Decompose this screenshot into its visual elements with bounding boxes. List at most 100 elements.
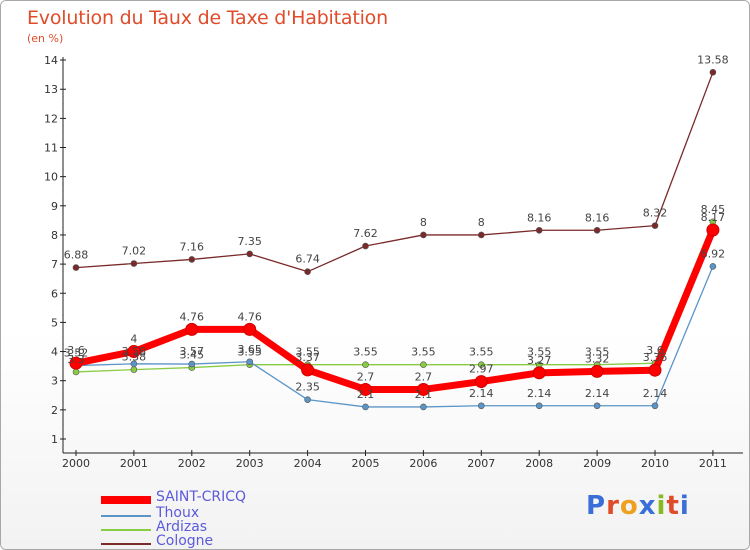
logo-letter: i <box>656 491 667 521</box>
data-label: 4 <box>130 333 137 346</box>
data-label: 8 <box>478 216 485 229</box>
data-label: 8.17 <box>701 211 726 224</box>
y-tick-label: 4 <box>51 346 58 359</box>
legend-label-saint-cricq: SAINT-CRICQ <box>156 489 247 505</box>
data-label: 3.45 <box>180 349 205 362</box>
data-label: 7.02 <box>122 245 147 258</box>
data-point <box>185 322 199 336</box>
legend-swatch-thoux <box>101 515 151 517</box>
legend-swatch-ardizas <box>101 529 151 531</box>
data-point <box>72 368 80 376</box>
data-label: 3.32 <box>585 352 610 365</box>
data-label: 3.55 <box>353 346 378 359</box>
data-point <box>246 358 253 366</box>
data-point <box>304 268 311 275</box>
data-label: 8.16 <box>527 211 552 224</box>
data-label: 3.55 <box>469 346 494 359</box>
x-tick-label: 2008 <box>525 457 553 470</box>
data-label: 2.97 <box>469 363 494 376</box>
data-point <box>420 231 427 239</box>
proxiti-logo: Proxiti <box>586 491 690 521</box>
x-tick-label: 2009 <box>583 457 611 470</box>
y-tick-label: 5 <box>51 316 58 329</box>
data-label: 3.55 <box>411 346 436 359</box>
data-label: 2.14 <box>585 387 610 400</box>
data-label: 3.38 <box>122 351 147 364</box>
data-label: 3.65 <box>237 343 262 356</box>
data-label: 3.27 <box>527 354 552 367</box>
y-tick-label: 14 <box>44 54 58 67</box>
x-tick-label: 2011 <box>699 457 727 470</box>
logo-letter: t <box>666 491 680 521</box>
data-point <box>651 222 659 229</box>
data-label: 3.58 <box>122 345 147 358</box>
data-label: 13.58 <box>697 53 729 66</box>
data-label: 3.57 <box>180 345 205 358</box>
legend-label-cologne: Cologne <box>156 533 214 549</box>
data-label: 8.45 <box>701 203 726 216</box>
data-label: 3.36 <box>643 351 668 364</box>
data-point <box>301 363 315 377</box>
chart-title: Evolution du Taux de Taxe d'Habitation <box>27 7 388 29</box>
data-point <box>477 361 485 368</box>
data-label: 2.7 <box>415 370 433 383</box>
data-label: 2.1 <box>357 388 375 401</box>
data-point <box>420 403 427 411</box>
data-point <box>362 403 369 411</box>
y-tick-label: 12 <box>44 112 58 125</box>
data-label: 2.1 <box>415 388 433 401</box>
series-line-thoux <box>75 266 714 408</box>
logo-letter: r <box>606 491 620 521</box>
series-line-cologne <box>75 72 714 273</box>
data-label: 3.55 <box>585 346 610 359</box>
data-label: 3.55 <box>527 346 552 359</box>
y-tick-label: 9 <box>51 200 58 213</box>
data-point <box>706 223 720 237</box>
data-label: 4.76 <box>180 310 205 323</box>
y-tick-label: 11 <box>44 142 58 155</box>
x-tick-label: 2006 <box>409 457 437 470</box>
data-label: 2.35 <box>295 381 320 394</box>
data-label: 8.16 <box>585 211 610 224</box>
data-point <box>243 322 257 336</box>
data-label: 6.88 <box>64 249 89 262</box>
y-tick-label: 6 <box>51 287 58 300</box>
data-label: 6.92 <box>701 247 726 260</box>
data-label: 2.7 <box>357 370 375 383</box>
logo-letter: i <box>679 491 690 521</box>
data-label: 7.62 <box>353 227 378 240</box>
y-tick-label: 3 <box>51 375 58 388</box>
data-point <box>188 256 196 263</box>
x-tick-label: 2002 <box>178 457 206 470</box>
x-tick-label: 2001 <box>120 457 148 470</box>
legend-label-ardizas: Ardizas <box>156 519 208 535</box>
data-point <box>593 402 601 410</box>
data-point <box>359 382 372 396</box>
data-label: 3.3 <box>67 353 85 366</box>
x-tick-label: 2007 <box>467 457 495 470</box>
data-label: 7.16 <box>180 240 205 253</box>
data-point <box>188 360 196 368</box>
y-tick-label: 1 <box>51 433 58 446</box>
data-point <box>593 226 601 234</box>
data-label: 4.76 <box>237 310 262 323</box>
data-point <box>474 375 488 389</box>
data-point <box>130 366 138 373</box>
data-point <box>648 363 662 377</box>
data-point <box>362 242 369 250</box>
data-label: 3.52 <box>64 347 89 360</box>
logo-letter: x <box>638 491 657 521</box>
x-tick-label: 2003 <box>236 457 264 470</box>
data-point <box>246 250 253 258</box>
logo-letter: P <box>586 491 607 521</box>
data-point <box>532 366 546 380</box>
data-label: 3.37 <box>295 351 320 364</box>
legend-label-thoux: Thoux <box>156 505 200 521</box>
x-tick-label: 2004 <box>294 457 322 470</box>
data-label: 2.14 <box>469 387 494 400</box>
series-line-saint-cricq <box>75 228 717 393</box>
series-line-ardizas <box>75 221 714 373</box>
